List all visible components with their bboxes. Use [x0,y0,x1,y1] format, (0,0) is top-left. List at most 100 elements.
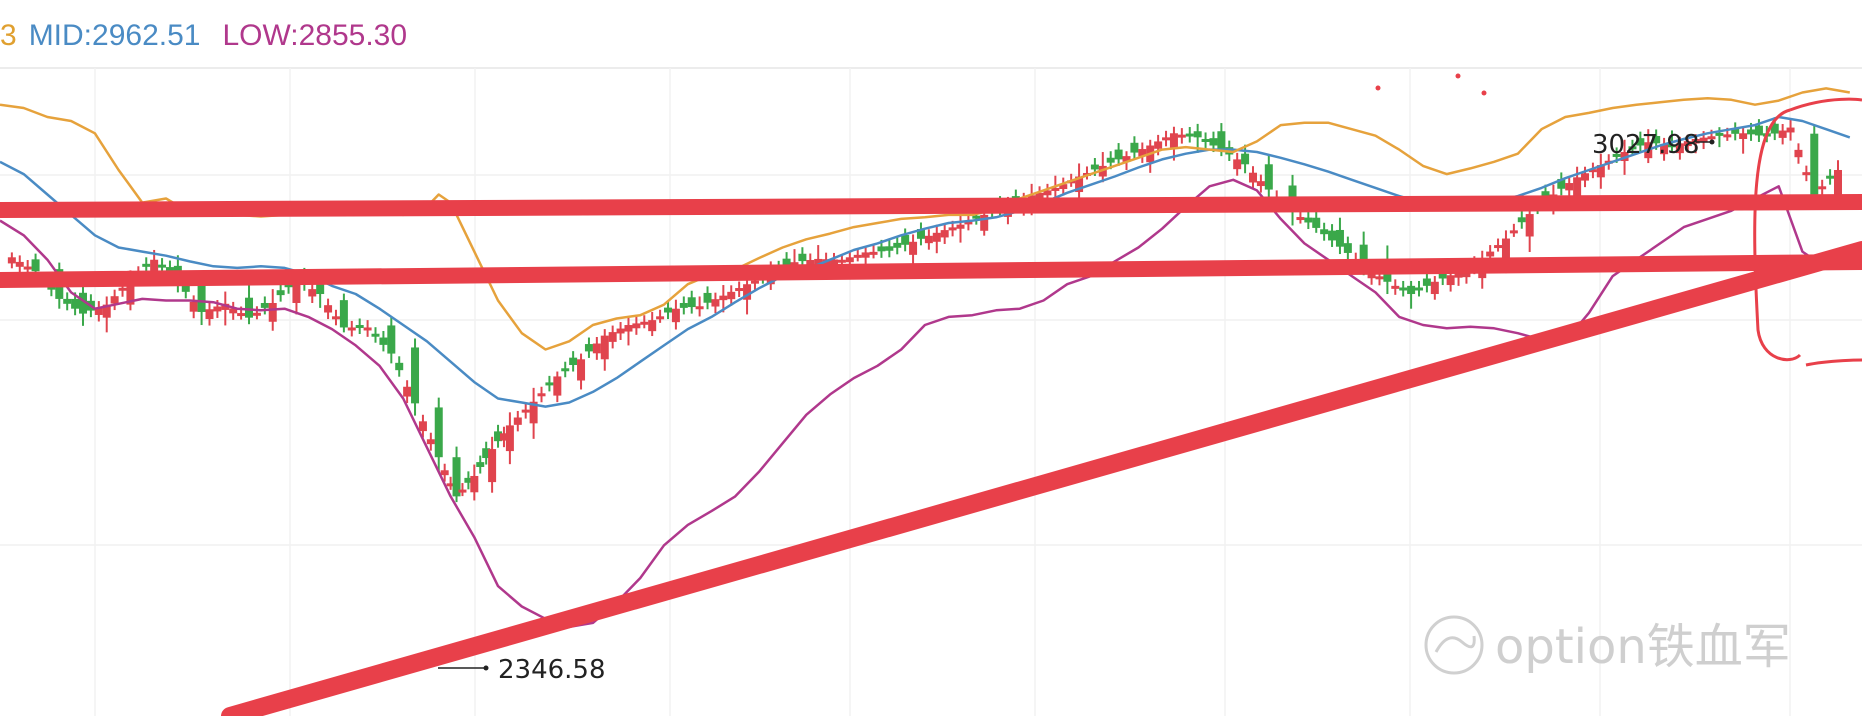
candle-body [1810,133,1819,195]
candle-body [1731,128,1740,134]
candle-body [1691,139,1700,144]
candle-body [1359,244,1368,266]
candle-body [1304,217,1313,223]
candle-body [15,261,24,267]
candle-body [1106,157,1115,163]
candle-body [1628,146,1637,150]
candle-body [1565,183,1574,191]
candle-body [339,300,348,328]
candle-body [1675,143,1684,154]
candle-body [308,289,317,297]
candle-body [916,229,925,239]
watermark: option铁血军 [1424,615,1791,675]
marker-dot [1375,85,1381,91]
candle-body [1256,181,1265,187]
candle-body [1043,190,1052,196]
candle-body [1794,149,1803,158]
candle-body [229,308,238,314]
candle-body [1446,275,1455,286]
candle-body [782,258,791,267]
candle-body [387,325,396,354]
candle-body [1667,144,1676,148]
candle-body [1415,287,1424,291]
candle-body [1525,214,1534,237]
candle-body [1739,133,1748,139]
candle-body [529,401,538,424]
candle-body [608,332,617,342]
candle-body [1130,142,1139,153]
low-price-dot [483,665,489,671]
candle-body [513,417,522,425]
candle-body [440,470,449,476]
candle-body [245,297,254,318]
candle-body [1652,135,1661,144]
candle-body [1162,137,1171,141]
candle-body [221,303,230,310]
candle-body [845,257,854,263]
candle-body [1248,172,1257,183]
candle-body [1320,229,1329,235]
candle-body [1122,156,1131,162]
candle-body [324,305,333,313]
candle-body [537,393,546,397]
candle-body [1264,164,1273,190]
candle-body [853,254,862,258]
candle-body [347,327,356,331]
grid-lines [0,67,1862,716]
candle-body [205,309,214,320]
candle-body [1786,127,1795,133]
candle-body [1075,176,1084,193]
candle-body [972,215,981,219]
candle-body [418,421,427,432]
candle-body [23,266,32,270]
watermark-logo-icon [1424,615,1484,675]
candle-body [1430,281,1439,295]
marker-dot [1481,90,1487,96]
watermark-text: option铁血军 [1495,619,1791,675]
candle-body [379,337,388,345]
candle-body [31,259,40,272]
candle-body [521,409,530,413]
candle-body [584,344,593,352]
candle-body [1391,285,1400,289]
candle-body [452,457,461,497]
high-price-dot [1709,139,1715,145]
candle-body [1581,173,1590,181]
candle-body [592,343,601,354]
candle-body [1328,230,1337,241]
candle-body [458,489,467,493]
candle-body [545,382,554,386]
candle-body [577,359,586,381]
candle-body [640,321,649,325]
candle-body [426,439,435,445]
candle-body [268,302,277,322]
candle-body [197,283,206,312]
candle-body [569,357,578,366]
candle-body [1747,129,1756,135]
candle-body [158,264,167,268]
candle-body [252,312,261,316]
candle-body [837,259,846,263]
candle-body [1818,186,1827,190]
candle-body [1454,271,1463,278]
candle-body [711,299,720,307]
candle-body [909,241,918,255]
candle-body [956,224,965,229]
candle-body [703,292,712,303]
candle-body [869,251,878,255]
candle-body [1241,153,1250,165]
candle-body [102,304,111,318]
candle-body [616,328,625,334]
candle-body [1612,153,1621,157]
candle-body [488,449,497,483]
candle-body [276,290,285,296]
candle-body [695,306,704,310]
candle-body [1201,138,1210,142]
candle-body [1138,149,1147,157]
rising-trendline [221,241,1862,716]
candle-body [1193,131,1202,138]
candle-body [1154,141,1163,149]
candle-body [553,376,562,396]
candle-body [1177,134,1186,138]
